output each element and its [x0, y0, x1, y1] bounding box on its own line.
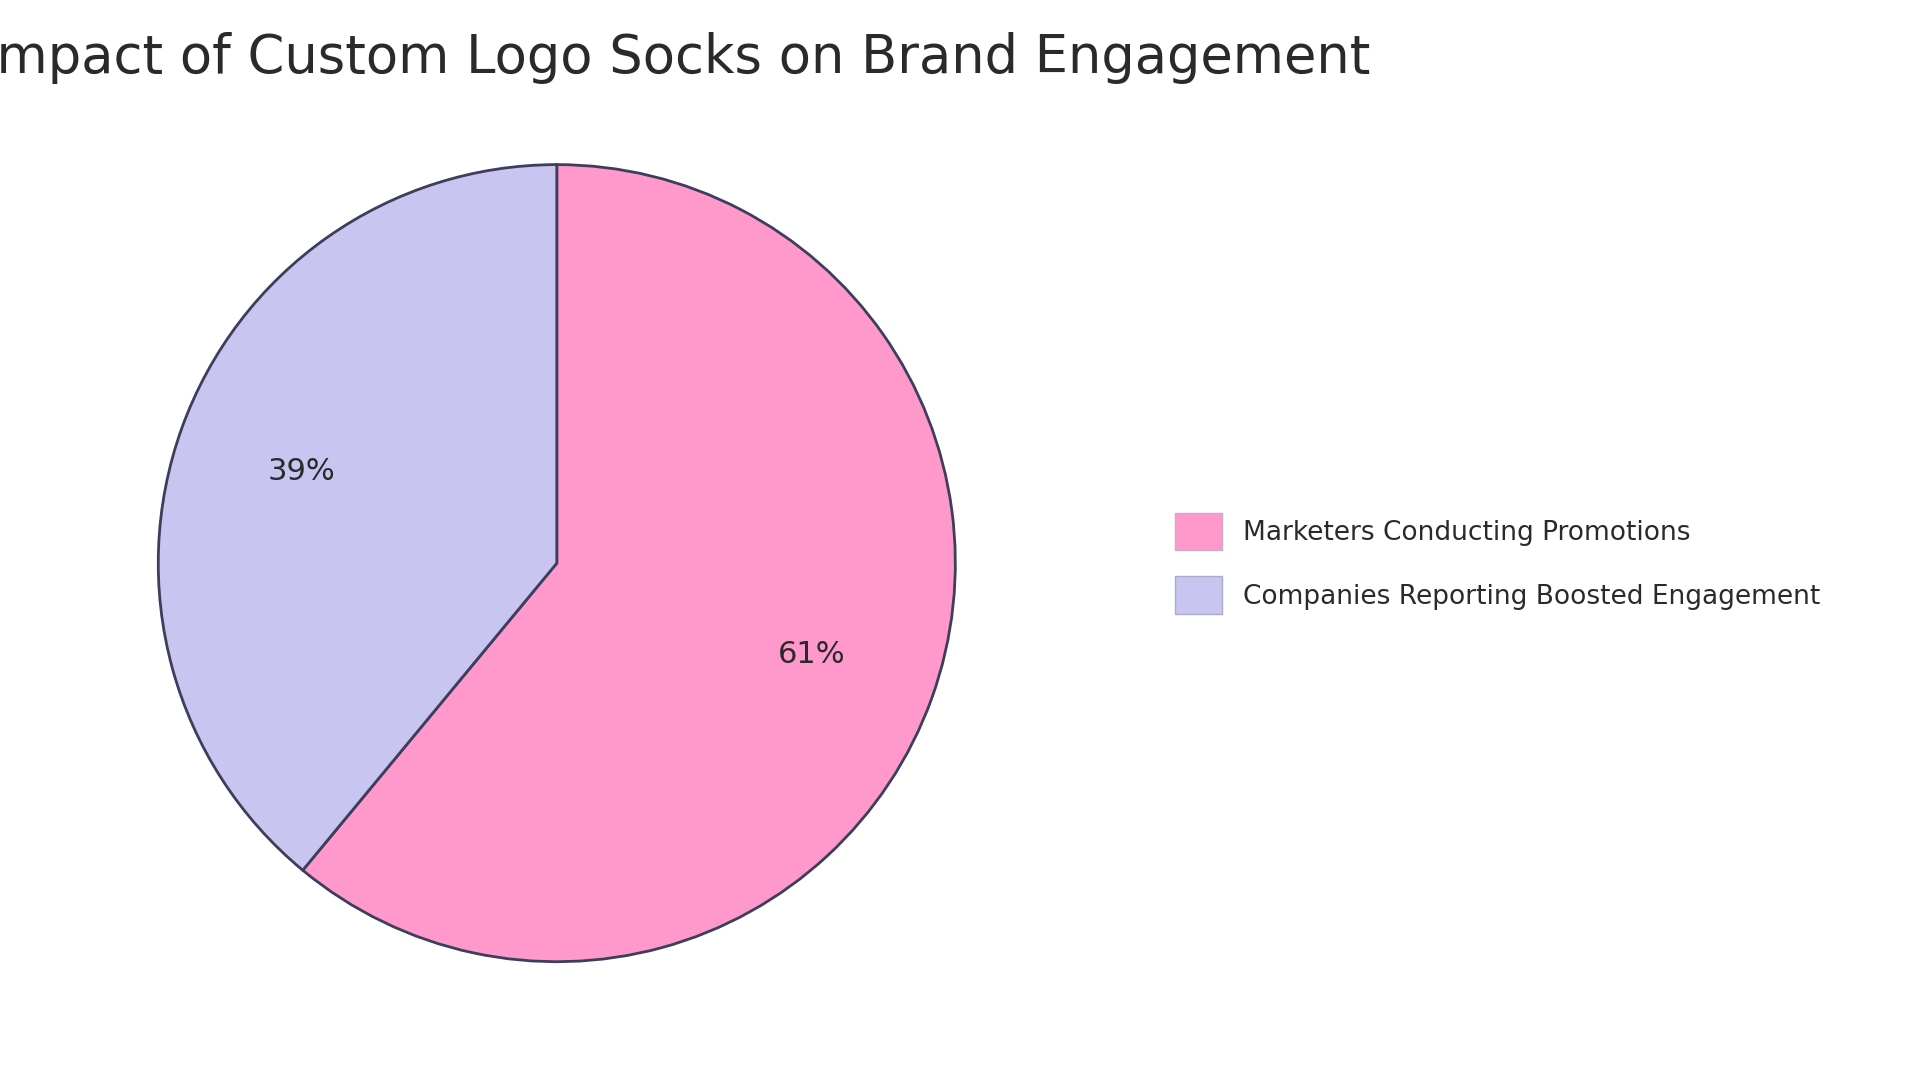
- Wedge shape: [157, 165, 557, 871]
- Wedge shape: [303, 165, 956, 962]
- Legend: Marketers Conducting Promotions, Companies Reporting Boosted Engagement: Marketers Conducting Promotions, Compani…: [1162, 499, 1834, 627]
- Text: Impact of Custom Logo Socks on Brand Engagement: Impact of Custom Logo Socks on Brand Eng…: [0, 32, 1371, 84]
- Text: 39%: 39%: [269, 457, 336, 486]
- Text: 61%: 61%: [778, 640, 845, 669]
